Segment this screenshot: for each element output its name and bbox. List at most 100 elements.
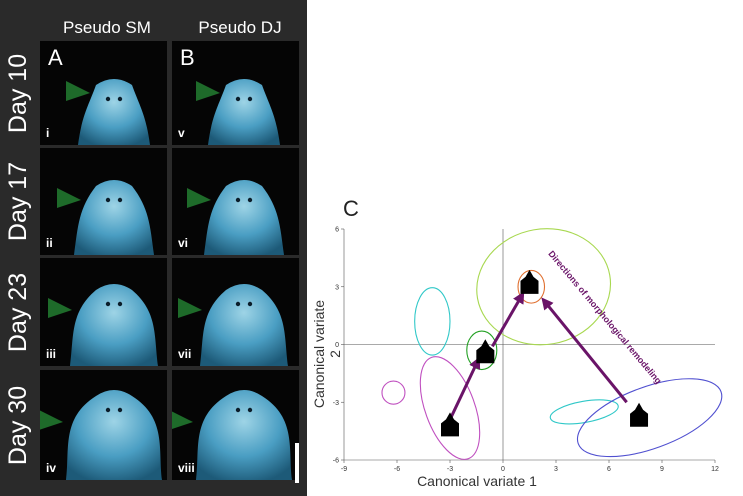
microscopy-tile: vii xyxy=(172,258,299,366)
regenerating-head-image xyxy=(57,180,154,255)
row-label-day: Day 10 xyxy=(0,41,38,145)
x-tick-label: 3 xyxy=(554,466,558,473)
confidence-ellipse xyxy=(419,356,481,460)
confidence-ellipse xyxy=(476,228,612,346)
remodeling-arrow xyxy=(491,291,525,348)
eyespot xyxy=(235,197,241,203)
head-shape-glyph xyxy=(520,269,539,294)
green-arrowhead-icon xyxy=(196,81,220,101)
eyespot xyxy=(247,301,253,307)
x-tick-label: 0 xyxy=(501,466,505,473)
x-tick-label: 9 xyxy=(660,466,664,473)
tissue-silhouette xyxy=(70,284,158,366)
tissue-silhouette xyxy=(78,79,150,145)
eyespot xyxy=(117,301,123,307)
confidence-ellipse xyxy=(517,269,546,304)
row-label-day: Day 30 xyxy=(0,370,38,480)
confidence-ellipse xyxy=(576,378,723,458)
eyespot xyxy=(117,407,123,413)
tissue-silhouette xyxy=(74,180,154,255)
y-axis-label: Canonical variate 2 xyxy=(311,299,343,409)
column-header-pseudo-sm: Pseudo SM xyxy=(63,18,151,37)
eyespot xyxy=(247,197,253,203)
head-shape-glyph xyxy=(630,402,649,427)
annotation-directions: Directions of morphological remodeling xyxy=(546,249,663,386)
head-shape-glyph xyxy=(476,339,495,364)
eyespot xyxy=(235,96,241,102)
x-tick-label: 12 xyxy=(711,466,719,473)
microscopy-tile: iii xyxy=(40,258,167,366)
microscopy-tile: vi xyxy=(172,148,299,255)
eyespot xyxy=(105,96,111,102)
tissue-silhouette xyxy=(204,180,284,255)
tile-numeral: vii xyxy=(178,347,192,361)
row-label-text: Day 17 xyxy=(4,161,33,242)
row-label-day: Day 17 xyxy=(0,148,38,255)
microscopy-tile: viii xyxy=(172,370,299,480)
eyespot xyxy=(105,407,111,413)
x-tick-label: -3 xyxy=(447,466,453,473)
tile-numeral: iii xyxy=(46,347,57,361)
regenerating-head-image xyxy=(172,390,292,480)
x-tick-label: 6 xyxy=(607,466,611,473)
row-label-text: Day 10 xyxy=(4,53,33,133)
row-label-text: Day 23 xyxy=(4,272,33,352)
panel-letter: A xyxy=(48,45,63,70)
green-arrowhead-icon xyxy=(66,81,90,101)
green-arrowhead-icon xyxy=(172,411,193,429)
green-arrowhead-icon xyxy=(48,298,72,318)
eyespot xyxy=(117,96,123,102)
row-label-day: Day 23 xyxy=(0,258,38,366)
y-tick-label: 0 xyxy=(335,342,339,349)
eyespot xyxy=(247,407,253,413)
green-arrowhead-icon xyxy=(187,188,211,208)
y-tick-label: -6 xyxy=(333,458,339,465)
y-tick-label: -3 xyxy=(333,400,339,407)
x-axis-label: Canonical variate 1 xyxy=(417,473,537,489)
confidence-ellipse xyxy=(466,330,498,371)
y-tick-label: 3 xyxy=(335,284,339,291)
x-tick-label: -6 xyxy=(394,466,400,473)
column-header-pseudo-dj: Pseudo DJ xyxy=(198,18,282,37)
tissue-silhouette xyxy=(200,284,288,366)
regenerating-head-image xyxy=(178,284,288,366)
tissue-silhouette xyxy=(196,390,292,480)
scale-bar xyxy=(295,443,299,483)
tile-numeral: viii xyxy=(178,461,195,475)
green-arrowhead-icon xyxy=(178,298,202,318)
head-shape-glyph xyxy=(441,412,459,437)
tile-numeral: vi xyxy=(178,236,189,250)
green-arrowhead-icon xyxy=(40,410,63,430)
tissue-silhouette xyxy=(208,79,280,145)
confidence-ellipse xyxy=(549,399,619,425)
remodeling-arrow xyxy=(541,297,628,404)
microscopy-tile: ii xyxy=(40,148,167,255)
eyespot xyxy=(235,407,241,413)
y-tick-label: 6 xyxy=(335,227,339,234)
confidence-ellipse xyxy=(414,287,451,356)
row-label-text: Day 30 xyxy=(4,385,33,465)
confidence-ellipse xyxy=(381,380,406,405)
regenerating-head-image xyxy=(40,390,162,480)
panel-letter-c: C xyxy=(343,196,359,221)
panel-letter: B xyxy=(180,45,195,70)
tile-numeral: v xyxy=(178,126,185,140)
canonical-variate-plot-panel: C -9 -6 -3 0 3 6 9 12 -6 -3 0 3 6 Directions of morph… xyxy=(307,0,743,496)
eyespot xyxy=(235,301,241,307)
regenerating-head-image xyxy=(66,79,150,145)
x-tick-label: -9 xyxy=(341,466,347,473)
tissue-silhouette xyxy=(66,390,162,480)
regenerating-head-image xyxy=(187,180,284,255)
eyespot xyxy=(105,301,111,307)
tile-numeral: iv xyxy=(46,461,57,475)
microscopy-tile: iv xyxy=(40,370,167,480)
green-arrowhead-icon xyxy=(57,188,81,208)
tile-numeral: i xyxy=(46,126,50,140)
remodeling-arrow xyxy=(448,356,481,421)
eyespot xyxy=(247,96,253,102)
tile-numeral: ii xyxy=(46,236,53,250)
